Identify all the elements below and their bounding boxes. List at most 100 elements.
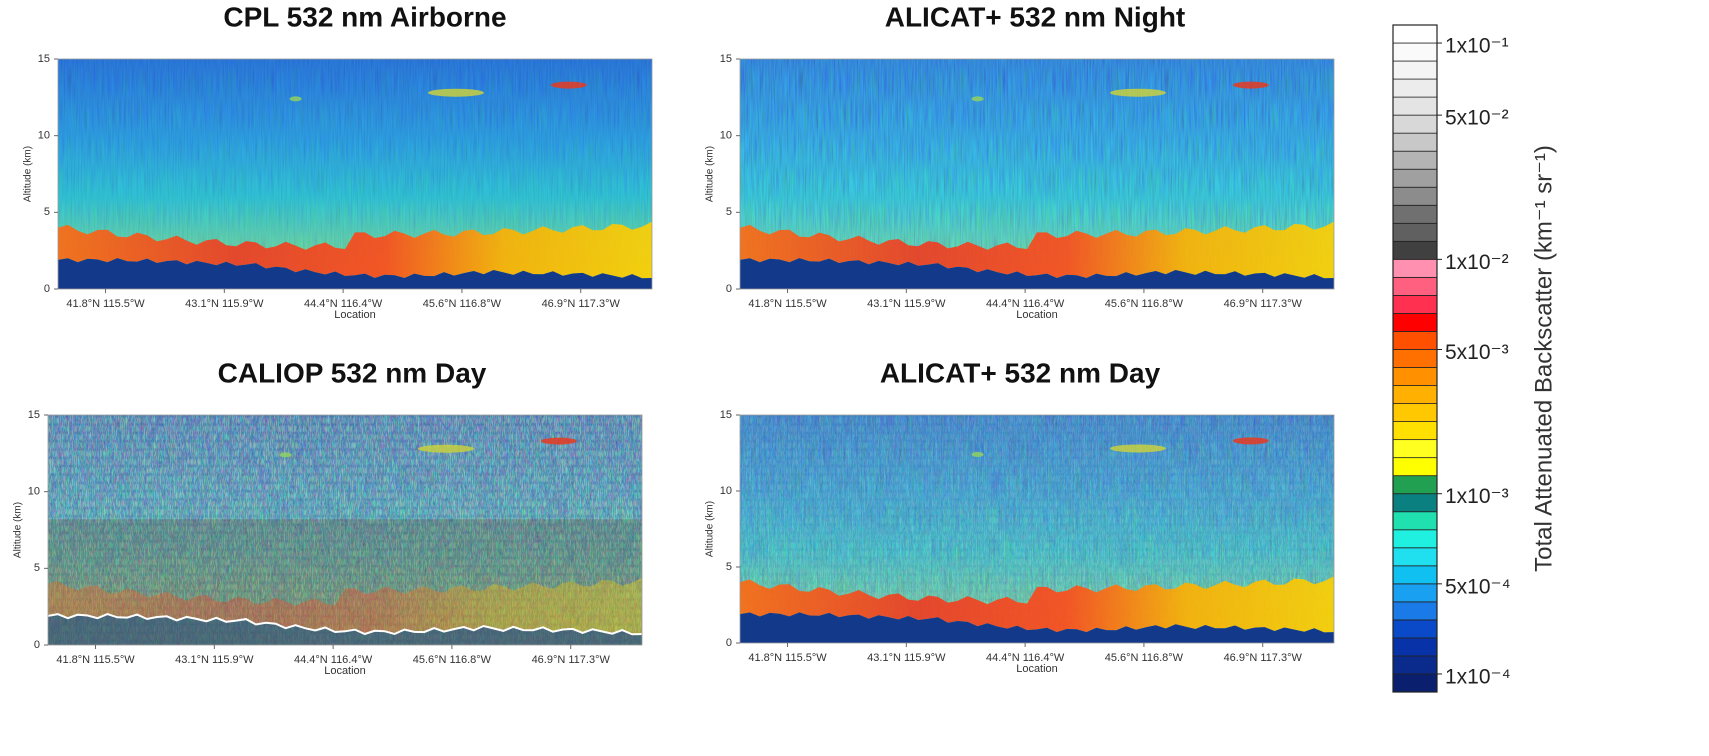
plot-frame xyxy=(739,58,1335,290)
cloud xyxy=(540,437,577,445)
y-tick-label: 0 xyxy=(726,637,732,649)
colorbar-bin xyxy=(1392,421,1438,441)
y-tick-label: 15 xyxy=(38,53,50,65)
cloud xyxy=(1109,444,1166,453)
colorbar-tick-label: 5x10⁻⁴ xyxy=(1445,575,1511,598)
curtain xyxy=(740,415,1334,643)
y-tick-label: 15 xyxy=(28,409,40,421)
cloud xyxy=(1232,81,1269,89)
colorbar-tick-label: 1x10⁻¹ xyxy=(1445,35,1509,58)
y-tick-label: 15 xyxy=(720,409,732,421)
y-tick-label: 0 xyxy=(44,283,50,295)
x-axis-label: Location xyxy=(1016,309,1058,321)
x-tick-label: 46.9°N 117.3°W xyxy=(1224,652,1303,664)
colorbar-bin xyxy=(1392,403,1438,422)
colorbar-bin xyxy=(1392,222,1438,242)
cloud xyxy=(971,452,984,458)
x-tick-label: 41.8°N 115.5°W xyxy=(748,298,827,310)
colorbar-bin xyxy=(1392,619,1438,639)
y-axis-label: Altitude (km) xyxy=(705,501,716,557)
surface-line xyxy=(48,613,642,636)
colorbar-bin xyxy=(1392,114,1438,134)
colorbar-bin xyxy=(1392,331,1438,350)
x-tick-label: 41.8°N 115.5°W xyxy=(56,654,135,666)
colorbar-bin xyxy=(1392,601,1438,621)
colorbar-bin xyxy=(1392,673,1438,693)
colorbar-bin xyxy=(1392,186,1438,206)
curtain xyxy=(58,59,652,289)
colorbar-tick-label: 1x10⁻⁴ xyxy=(1445,666,1511,689)
x-tick-label: 44.4°N 116.4°W xyxy=(304,298,383,310)
curtain xyxy=(740,59,1334,289)
colorbar-bin xyxy=(1392,655,1438,675)
colorbar-bin xyxy=(1392,295,1438,314)
chart-title: ALICAT+ 532 nm Day xyxy=(880,357,1161,388)
x-axis-label: Location xyxy=(324,665,366,677)
colorbar-bin xyxy=(1392,276,1438,296)
x-tick-label: 44.4°N 116.4°W xyxy=(986,298,1065,310)
colorbar-frame xyxy=(1392,24,1438,693)
colorbar-label: Total Attenuated Backscatter (km⁻¹ sr⁻¹) xyxy=(1530,145,1557,572)
y-axis-label: Altitude (km) xyxy=(705,146,716,202)
colorbar-bin xyxy=(1392,439,1438,459)
colorbar-bin xyxy=(1392,240,1438,260)
y-tick-label: 0 xyxy=(34,639,40,651)
curtain xyxy=(48,415,642,645)
x-tick-label: 43.1°N 115.9°W xyxy=(175,654,254,666)
colorbar-bin xyxy=(1392,150,1438,170)
plot-frame xyxy=(57,58,653,290)
x-tick-label: 46.9°N 117.3°W xyxy=(542,298,621,310)
plot-frame xyxy=(739,414,1335,644)
x-tick-label: 43.1°N 115.9°W xyxy=(185,298,264,310)
x-tick-label: 41.8°N 115.5°W xyxy=(748,652,827,664)
y-tick-label: 0 xyxy=(726,283,732,295)
cloud xyxy=(279,452,292,458)
colorbar-bin xyxy=(1392,60,1438,80)
y-tick-label: 5 xyxy=(726,206,732,218)
cloud xyxy=(427,88,484,97)
x-tick-label: 45.6°N 116.8°W xyxy=(413,654,492,666)
colorbar-tick-label: 5x10⁻² xyxy=(1445,107,1509,130)
colorbar-bin xyxy=(1392,78,1438,98)
surface xyxy=(58,258,652,289)
colorbar-bin xyxy=(1392,565,1438,585)
x-tick-label: 44.4°N 116.4°W xyxy=(294,654,373,666)
x-tick-label: 46.9°N 117.3°W xyxy=(1224,298,1303,310)
cloud xyxy=(550,81,587,89)
colorbar-bin xyxy=(1392,258,1438,278)
x-axis-label: Location xyxy=(1016,663,1058,675)
boundary-layer xyxy=(740,576,1334,633)
cloud xyxy=(289,96,302,102)
x-tick-label: 45.6°N 116.8°W xyxy=(1105,652,1184,664)
colorbar-bin xyxy=(1392,583,1438,603)
y-tick-label: 15 xyxy=(720,53,732,65)
x-tick-label: 45.6°N 116.8°W xyxy=(423,298,502,310)
x-tick-label: 41.8°N 115.5°W xyxy=(66,298,145,310)
y-tick-label: 5 xyxy=(34,562,40,574)
colorbar-bin xyxy=(1392,349,1438,368)
colorbar-tick-label: 1x10⁻³ xyxy=(1445,485,1509,508)
colorbar-tick-label: 1x10⁻² xyxy=(1445,251,1509,274)
surface xyxy=(740,612,1334,643)
colorbar-bin xyxy=(1392,475,1438,495)
cloud xyxy=(971,96,984,102)
colorbar-bin xyxy=(1392,511,1438,531)
x-tick-label: 43.1°N 115.9°W xyxy=(867,652,946,664)
y-tick-label: 5 xyxy=(44,206,50,218)
cloud xyxy=(1232,437,1269,445)
chart-title: ALICAT+ 532 nm Night xyxy=(885,1,1186,32)
cloud xyxy=(1109,88,1166,97)
colorbar-bin xyxy=(1392,313,1438,332)
y-axis-label: Altitude (km) xyxy=(13,502,24,558)
y-tick-label: 10 xyxy=(28,486,40,498)
y-tick-label: 10 xyxy=(720,130,732,142)
colorbar-bin xyxy=(1392,637,1438,657)
colorbar-bin xyxy=(1392,547,1438,567)
x-axis-label: Location xyxy=(334,309,376,321)
x-tick-label: 44.4°N 116.4°W xyxy=(986,652,1065,664)
colorbar-bin xyxy=(1392,367,1438,386)
chart-title: CPL 532 nm Airborne xyxy=(223,1,506,32)
colorbar-bin xyxy=(1392,204,1438,224)
x-tick-label: 46.9°N 117.3°W xyxy=(532,654,611,666)
plot-frame xyxy=(47,414,643,646)
